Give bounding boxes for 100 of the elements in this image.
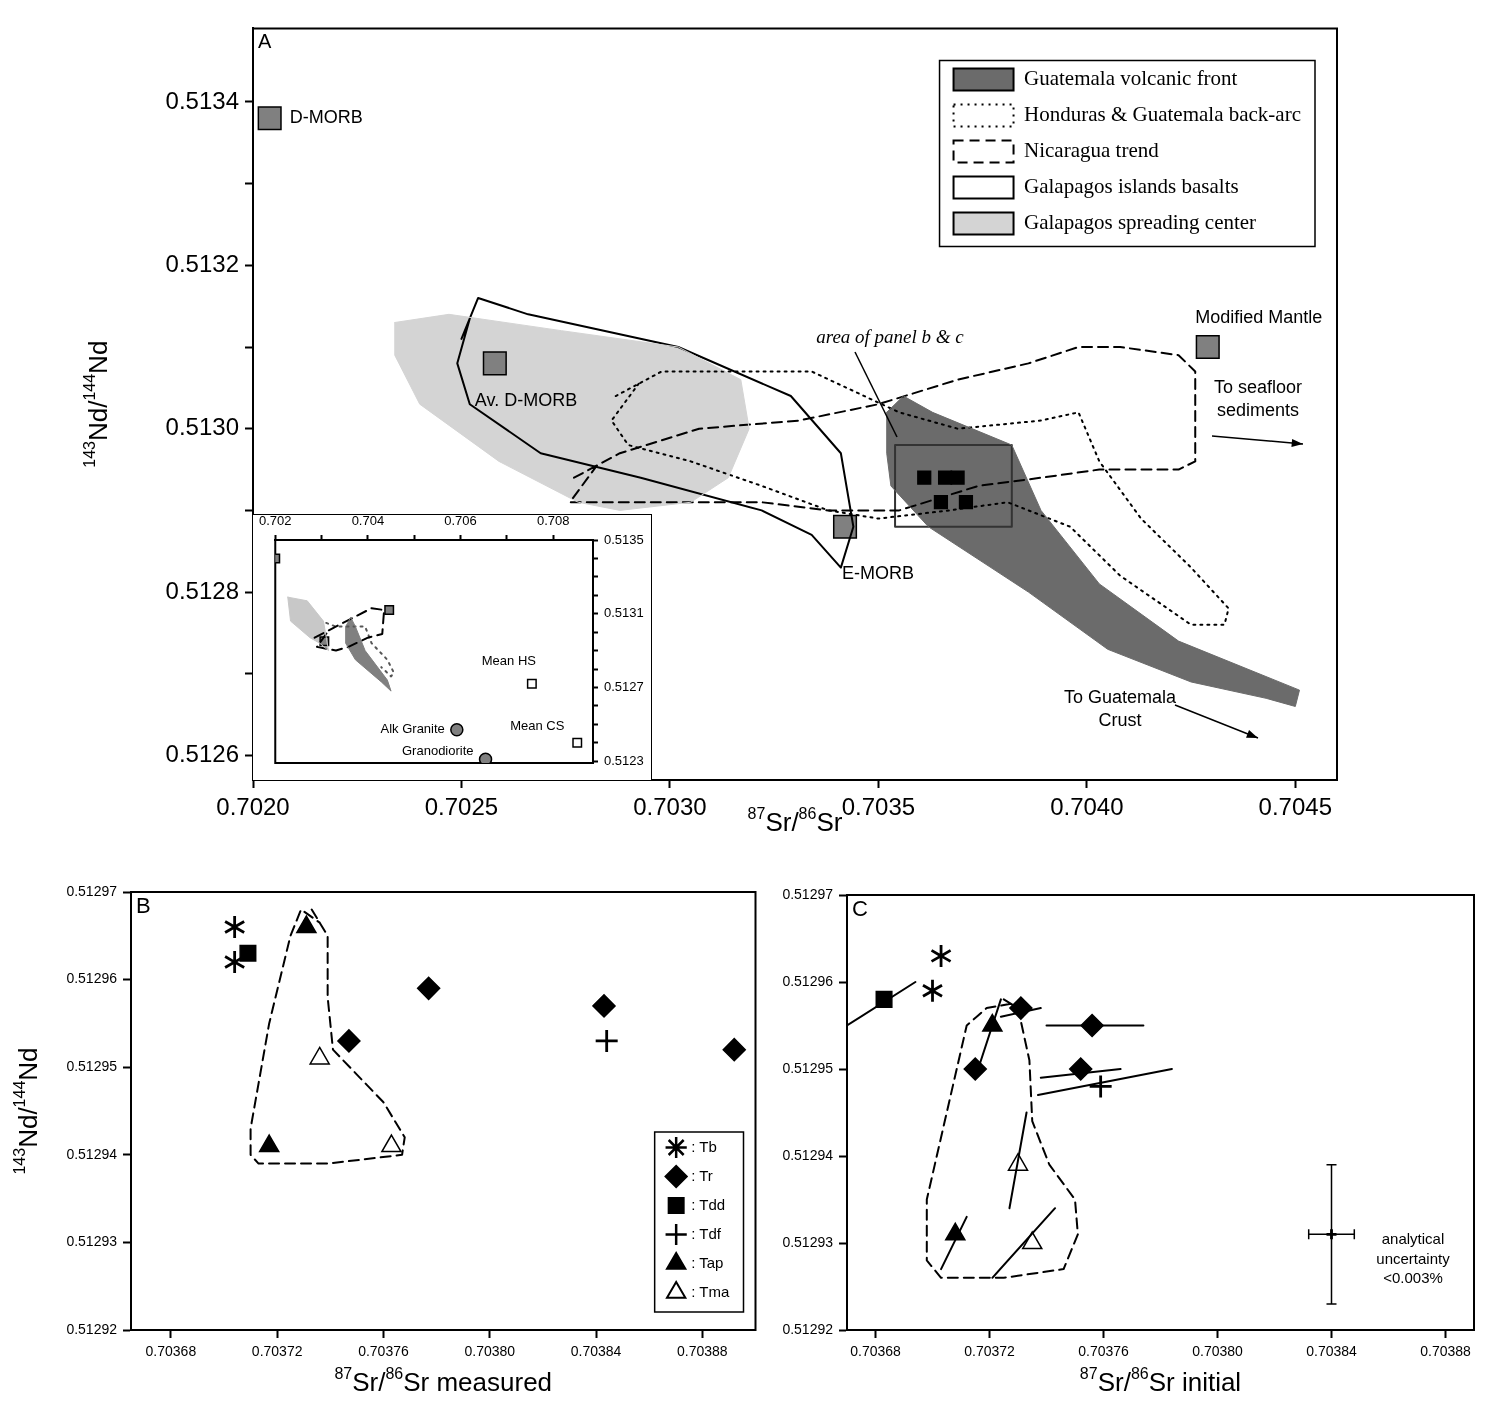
point <box>337 1029 361 1053</box>
annotation: area of panel b & c <box>816 326 965 347</box>
x-tick-label: 0.7045 <box>1258 793 1333 821</box>
y-tick-label: 0.5126 <box>165 740 239 768</box>
point <box>930 944 952 967</box>
x-tick-label: 0.7035 <box>841 793 916 821</box>
annotation: C <box>852 896 868 922</box>
point <box>1089 1075 1112 1098</box>
y-tick-label: 0.51297 <box>782 885 834 902</box>
point <box>592 994 616 1018</box>
legend-label: : Tb <box>691 1137 717 1155</box>
point <box>572 737 583 748</box>
x-tick-label: 0.70368 <box>145 1343 197 1360</box>
y-axis-title: 143Nd/144Nd <box>10 1047 44 1175</box>
annotation: Granodiorite <box>402 742 474 758</box>
annotation: Alk Granite <box>380 721 445 737</box>
legend-label: : Tma <box>691 1282 730 1300</box>
annotation: To Guatemala Crust <box>1063 686 1178 731</box>
x-tick-label: 0.70388 <box>677 1343 728 1360</box>
y-tick-label: 0.51292 <box>782 1320 834 1337</box>
point <box>945 1222 966 1241</box>
x-tick-label: 0.7025 <box>424 793 499 821</box>
y-tick-label: 0.51295 <box>66 1058 118 1075</box>
x-tick-label: 0.706 <box>444 512 477 528</box>
point <box>1195 334 1220 360</box>
x-tick-label: 0.7040 <box>1050 793 1124 821</box>
y-tick-label: 0.5123 <box>604 752 644 768</box>
y-tick-label: 0.51296 <box>66 970 118 987</box>
y-tick-label: 0.51296 <box>782 972 834 989</box>
y-tick-label: 0.51295 <box>782 1059 834 1076</box>
y-tick-label: 0.5134 <box>165 86 239 114</box>
y-tick-label: 0.51293 <box>66 1233 118 1250</box>
x-tick-label: 0.70376 <box>1078 1343 1130 1360</box>
y-tick-label: 0.5128 <box>165 576 239 604</box>
point <box>958 495 974 510</box>
x-tick-label: 0.70372 <box>251 1343 303 1360</box>
point <box>450 723 464 737</box>
annotation: analytical uncertainty <0.003% <box>1376 1230 1451 1287</box>
y-tick-label: 0.51293 <box>782 1233 834 1250</box>
legend-label: Nicaragua trend <box>1024 137 1160 162</box>
point <box>722 1037 746 1062</box>
x-tick-label: 0.7030 <box>633 793 707 821</box>
y-tick-label: 0.5127 <box>604 679 644 695</box>
annotation: E-MORB <box>842 562 915 583</box>
legend-label: : Tdd <box>691 1195 726 1213</box>
annotation: Modified Mantle <box>1195 306 1323 327</box>
y-tick-label: 0.51292 <box>66 1320 118 1337</box>
x-tick-label: 0.70384 <box>570 1343 622 1360</box>
x-tick-label: 0.704 <box>351 512 385 528</box>
annotation: Av. D-MORB <box>474 390 578 411</box>
x-tick-label: 0.70372 <box>964 1343 1016 1360</box>
point <box>922 979 943 1002</box>
x-tick-label: 0.70376 <box>358 1343 409 1360</box>
legend-label: Galapagos islands basalts <box>1024 173 1239 198</box>
annotation: D-MORB <box>289 107 363 128</box>
point <box>384 605 395 616</box>
y-tick-label: 0.5132 <box>165 249 239 277</box>
point <box>1021 1231 1043 1250</box>
annotation: A <box>258 29 272 52</box>
annotation: B <box>136 893 151 919</box>
point <box>478 752 493 763</box>
y-axis-title: 143Nd/144Nd <box>80 340 114 468</box>
legend-label: Honduras & Guatemala back-arc <box>1024 101 1302 126</box>
point <box>950 470 965 485</box>
point <box>239 944 257 962</box>
point <box>526 678 537 689</box>
y-tick-label: 0.51294 <box>66 1145 118 1162</box>
y-tick-label: 0.51297 <box>66 882 118 899</box>
x-tick-label: 0.70380 <box>1192 1343 1244 1360</box>
legend-label: : Tdf <box>691 1224 722 1242</box>
point <box>309 1046 330 1065</box>
annotation: Mean HS <box>481 653 537 669</box>
x-tick-label: 0.70368 <box>850 1343 902 1360</box>
point <box>381 1134 402 1153</box>
y-tick-label: 0.5131 <box>604 605 644 621</box>
legend-label: : Tap <box>691 1253 724 1271</box>
legend-label: Galapagos spreading center <box>1024 209 1257 234</box>
line-series <box>325 621 395 678</box>
point <box>258 1134 280 1153</box>
point <box>832 514 858 539</box>
annotation: To seafloor sediments <box>1213 376 1303 421</box>
x-tick-label: 0.702 <box>258 512 292 528</box>
point <box>917 470 932 485</box>
point <box>257 106 282 131</box>
legend-label: Guatemala volcanic front <box>1024 65 1238 90</box>
legend-label: : Tr <box>691 1166 713 1184</box>
point <box>224 916 245 939</box>
point <box>482 351 507 376</box>
y-tick-label: 0.5130 <box>165 413 239 441</box>
line-series <box>249 908 406 1165</box>
x-tick-label: 0.70388 <box>1420 1343 1472 1360</box>
point <box>595 1029 618 1052</box>
x-tick-label: 0.708 <box>536 512 570 528</box>
point <box>416 976 441 1001</box>
annotation: Mean CS <box>510 718 565 734</box>
y-tick-label: 0.5135 <box>604 531 644 547</box>
y-tick-label: 0.51294 <box>782 1146 834 1163</box>
point <box>224 951 245 974</box>
x-tick-label: 0.70384 <box>1306 1343 1358 1360</box>
x-tick-label: 0.70380 <box>464 1343 516 1360</box>
